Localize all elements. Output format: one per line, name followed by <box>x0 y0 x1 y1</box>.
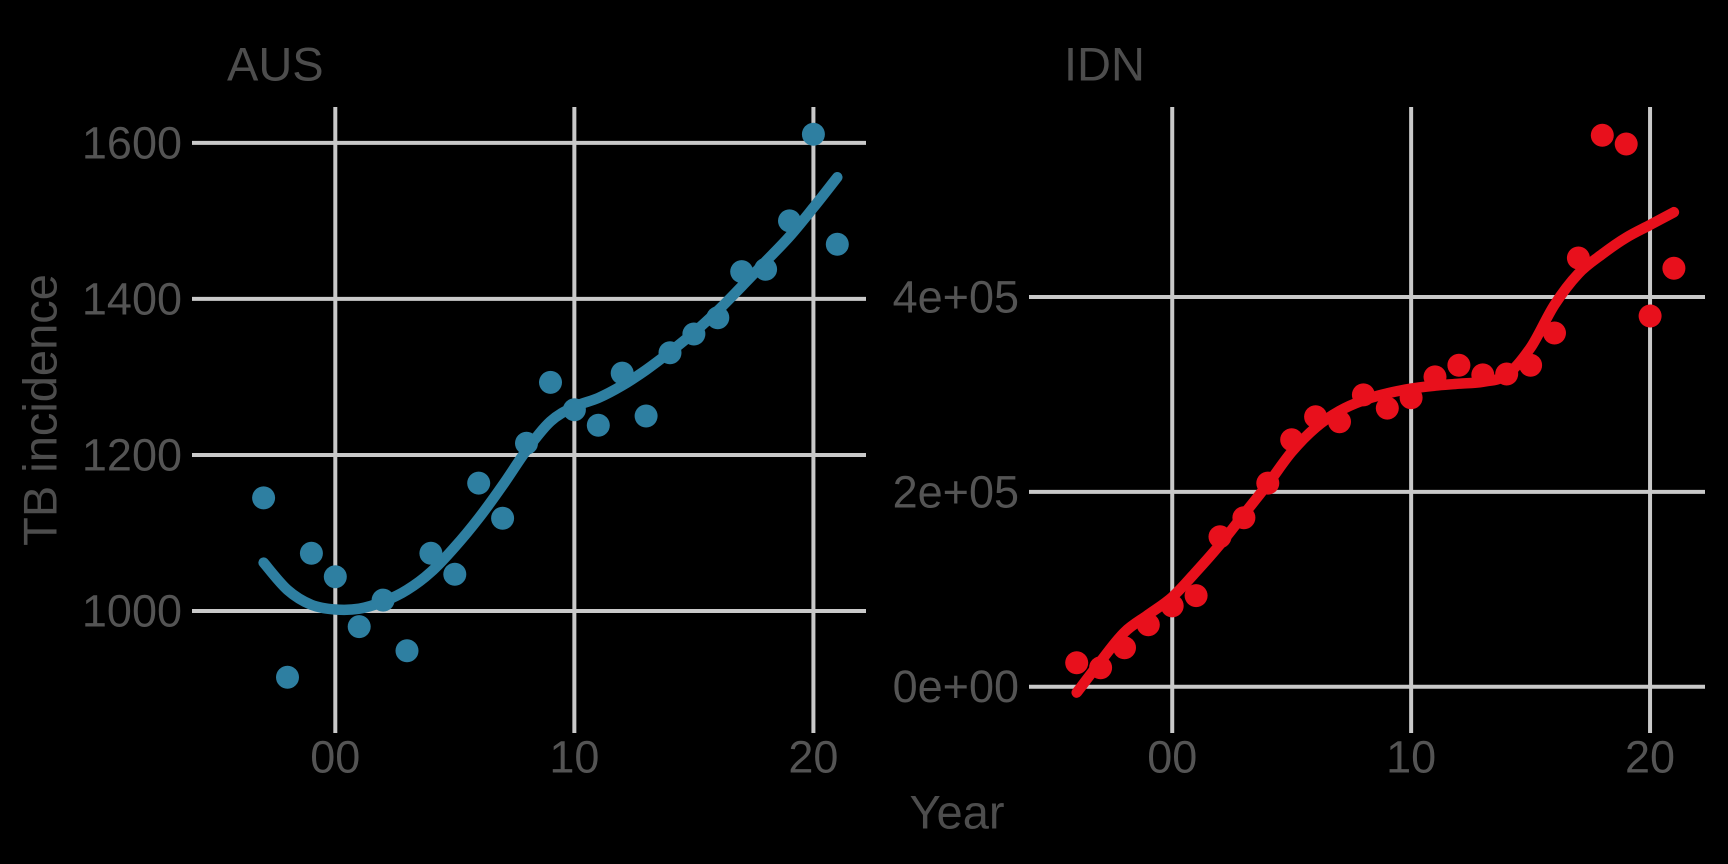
data-point <box>1280 428 1304 452</box>
data-point <box>1447 353 1471 377</box>
data-point <box>682 322 706 346</box>
data-point <box>1304 405 1328 429</box>
data-point <box>1566 246 1590 270</box>
data-point <box>1519 353 1543 377</box>
y-tick-label: 1400 <box>82 273 182 324</box>
data-point <box>1113 636 1136 660</box>
data-point <box>730 260 754 284</box>
data-point <box>562 398 586 422</box>
facet-panel-aus: 00 10 20 1000 1200 1400 1600 <box>82 107 866 783</box>
data-point <box>252 486 276 510</box>
data-point <box>1590 123 1614 147</box>
y-tick-label: 0e+00 <box>893 661 1019 712</box>
data-point <box>754 257 778 281</box>
data-point <box>586 413 610 437</box>
smooth-line-aus <box>258 171 843 616</box>
data-point <box>1614 132 1638 156</box>
x-tick-label: 10 <box>1386 732 1436 783</box>
data-point <box>371 588 395 612</box>
data-point <box>1232 506 1256 530</box>
y-tick-label: 1600 <box>82 117 182 168</box>
x-tick-label: 00 <box>1147 732 1197 783</box>
y-axis-title: TB incidence <box>14 274 67 546</box>
y-tick-label: 1200 <box>82 429 182 480</box>
data-point <box>347 615 371 639</box>
data-point <box>467 471 491 495</box>
x-tick-label: 00 <box>310 732 360 783</box>
data-point <box>825 232 849 256</box>
data-point <box>1399 386 1423 410</box>
data-point <box>1638 304 1662 328</box>
data-point <box>1351 383 1375 407</box>
data-point <box>419 541 443 565</box>
data-point <box>1208 525 1232 549</box>
data-point <box>395 639 419 663</box>
data-point <box>323 565 347 589</box>
x-tick-label: 20 <box>1625 732 1675 783</box>
data-point <box>1495 362 1519 386</box>
data-point <box>634 404 658 428</box>
data-point <box>1423 365 1447 389</box>
data-point <box>706 306 730 330</box>
x-tick-label: 10 <box>549 732 599 783</box>
facet-label-idn: IDN <box>1064 38 1145 91</box>
panels-group: 00 10 20 1000 1200 1400 1600 00 10 20 0e+00 2e+05 4e… <box>82 107 1705 783</box>
data-point <box>801 122 825 146</box>
y-tick-label: 1000 <box>82 586 182 637</box>
smooth-line-idn <box>1071 206 1680 698</box>
data-point <box>276 665 299 689</box>
data-point <box>1328 410 1351 434</box>
facet-label-aus: AUS <box>227 38 324 91</box>
x-axis-title: Year <box>910 786 1005 839</box>
data-point <box>299 541 323 565</box>
x-tick-label: 20 <box>788 732 838 783</box>
data-point <box>610 361 634 385</box>
data-point <box>1184 584 1208 608</box>
data-point <box>658 341 682 365</box>
data-point <box>1471 363 1495 387</box>
data-point <box>539 370 562 394</box>
data-point <box>1662 256 1686 280</box>
y-tick-label: 2e+05 <box>893 466 1019 517</box>
data-point <box>443 562 467 586</box>
data-point <box>1160 594 1184 618</box>
data-point <box>1065 651 1089 675</box>
data-point <box>778 209 801 233</box>
y-tick-label: 4e+05 <box>893 271 1019 322</box>
data-point <box>515 431 538 455</box>
data-point <box>1256 471 1280 495</box>
data-point <box>1543 321 1566 345</box>
data-point <box>1089 656 1113 680</box>
data-point <box>1375 396 1399 420</box>
data-point <box>491 506 515 530</box>
data-point <box>1136 613 1160 637</box>
facet-panel-idn: 00 10 20 0e+00 2e+05 4e+05 <box>893 107 1705 783</box>
